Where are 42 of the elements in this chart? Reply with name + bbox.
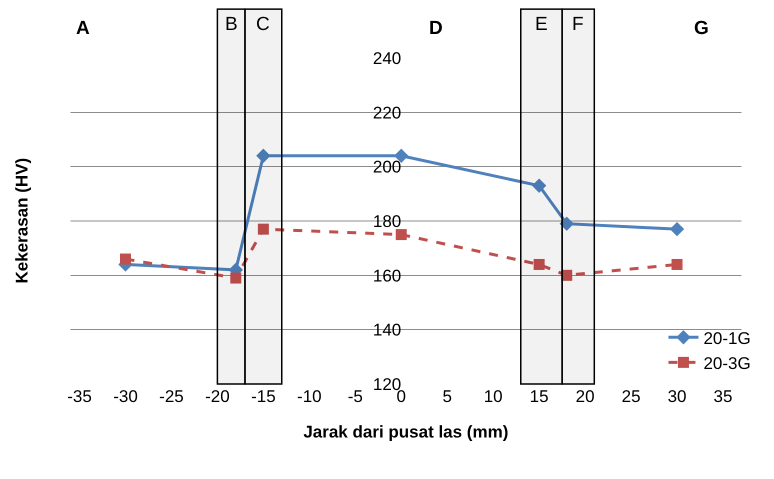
text: D (429, 18, 443, 39)
x-tick-label: -15 (251, 387, 276, 406)
point (534, 258, 545, 270)
x-tick-label: 30 (668, 387, 686, 406)
x-tick-label: -5 (348, 387, 363, 406)
y-tick-label: 180 (372, 212, 402, 231)
y-axis-title: Kekerasan (HV) (12, 158, 32, 284)
x-tick-label: -35 (67, 387, 92, 406)
point (120, 254, 131, 265)
point (670, 222, 684, 236)
x-tick-label: 25 (622, 387, 641, 406)
band-label: F (572, 14, 584, 35)
point (532, 178, 546, 193)
y-tick-label: 220 (372, 103, 402, 122)
x-tick-label: -20 (205, 387, 230, 406)
x-tick-label: 5 (442, 387, 452, 406)
x-tick-label: -30 (113, 387, 138, 406)
point (561, 270, 572, 281)
legend-label: 20-1G (703, 328, 751, 348)
point (230, 272, 242, 284)
x-tick-label: -25 (159, 387, 184, 406)
x-tick-label: 35 (714, 387, 732, 406)
y-tick-label: 240 (372, 48, 402, 68)
y-tick-label: 200 (372, 158, 402, 177)
x-tick-label: 20 (576, 387, 595, 406)
text: G (694, 18, 709, 39)
x-tick-label: 10 (484, 387, 503, 406)
text: A (76, 18, 90, 39)
y-tick-label: 160 (372, 266, 402, 286)
point (560, 216, 574, 231)
band-label: E (535, 14, 548, 35)
point (672, 258, 683, 270)
x-tick-label: 15 (530, 387, 549, 406)
x-tick-label: -10 (297, 387, 322, 406)
point (256, 148, 271, 163)
y-tick-label: 140 (372, 320, 402, 340)
point (396, 229, 407, 240)
band-label: B (225, 14, 238, 35)
legend-label: 20-3G (703, 354, 751, 374)
point (258, 224, 269, 235)
band-label: C (256, 14, 270, 35)
x-axis-title: Jarak dari pusat las (mm) (303, 422, 508, 442)
